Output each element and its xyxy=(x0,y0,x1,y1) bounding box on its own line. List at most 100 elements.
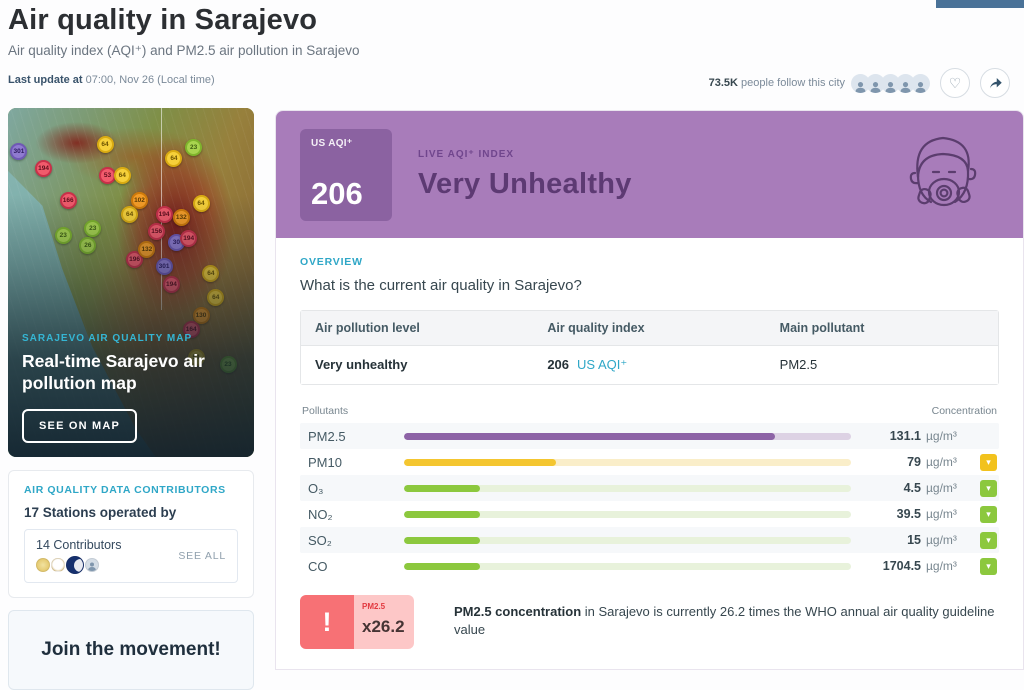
pollutant-rows: PM2.5 131.1 µg/m³ PM10 79 µg/m³ ▾ O₃ 4.5 µg/m³ ▾ NO… xyxy=(300,423,999,579)
concentration-unit: µg/m³ xyxy=(926,507,957,521)
followers-row: 73.5K people follow this city ♡ xyxy=(709,68,1010,98)
join-movement-card: Join the movement! xyxy=(8,610,254,690)
concentration-value: 131.1 xyxy=(889,429,921,443)
overview-question: What is the current air quality in Saraj… xyxy=(300,277,582,294)
last-update-value: 07:00, Nov 26 (Local time) xyxy=(82,74,215,86)
aqi-value-box: US AQI⁺ 206 xyxy=(300,128,392,221)
pollutant-name: PM10 xyxy=(308,454,342,470)
pollutants-section: Pollutants Concentration PM2.5 131.1 µg/m³… xyxy=(300,405,999,579)
concentration-unit: µg/m³ xyxy=(926,429,957,443)
pollutant-name: PM2.5 xyxy=(308,428,346,444)
pollutant-row: NO₂ 39.5 µg/m³ ▾ xyxy=(300,501,999,527)
who-warning-section: ! PM2.5 x26.2 PM2.5 concentration in Sar… xyxy=(300,595,999,649)
person-icon xyxy=(915,81,926,93)
warning-text-bold: PM2.5 concentration xyxy=(454,604,582,619)
person-icon xyxy=(855,81,866,93)
chevron-down-icon: ▾ xyxy=(986,560,991,571)
warning-text: PM2.5 concentration in Sarajevo is curre… xyxy=(454,603,999,639)
badge-placeholder xyxy=(980,428,997,445)
share-button[interactable] xyxy=(980,68,1010,98)
page-header: Air quality in Sarajevo Air quality inde… xyxy=(8,4,360,59)
aqi-level-badge[interactable]: ▾ xyxy=(980,479,997,497)
follower-avatar xyxy=(881,73,900,93)
map-dark-overlay xyxy=(8,108,254,457)
concentration-value: 15 xyxy=(907,533,921,547)
concentration-bar-fill xyxy=(404,484,480,492)
aqi-value: 206 xyxy=(547,357,570,372)
contributor-logo-person xyxy=(85,558,99,572)
aqi-box-value: 206 xyxy=(311,175,363,211)
chevron-down-icon: ▾ xyxy=(986,534,991,545)
concentration-bar-track xyxy=(404,432,851,440)
air-quality-index-cell: 206 US AQI⁺ xyxy=(533,346,765,384)
see-all-link[interactable]: SEE ALL xyxy=(178,550,226,562)
pollutant-name: CO xyxy=(308,558,328,574)
follower-avatar xyxy=(851,73,870,93)
contributor-logos xyxy=(36,556,121,574)
air-quality-map-card[interactable]: 3011941666453642323261026419613264231941… xyxy=(8,108,254,457)
followers-label: people follow this city xyxy=(738,77,845,89)
concentration-label: Concentration xyxy=(931,405,997,417)
table-header-cell: Air quality index xyxy=(547,321,645,335)
contributors-count: 14 Contributors xyxy=(36,538,122,552)
us-aqi-link[interactable]: US AQI⁺ xyxy=(577,357,628,372)
concentration-bar-fill xyxy=(404,536,480,544)
top-nav-fragment xyxy=(936,0,1024,8)
aqi-level-badge[interactable]: ▾ xyxy=(980,531,997,549)
page-subtitle: Air quality index (AQI⁺) and PM2.5 air p… xyxy=(8,43,360,58)
pollutant-name: O₃ xyxy=(308,480,324,496)
concentration-bar-track xyxy=(404,510,851,518)
person-icon xyxy=(900,81,911,93)
live-aqi-label: LIVE AQI⁺ INDEX xyxy=(418,148,515,160)
concentration-bar-track xyxy=(404,484,851,492)
aqi-level-badge[interactable]: ▾ xyxy=(980,557,997,575)
contributors-kicker: AIR QUALITY DATA CONTRIBUTORS xyxy=(24,484,226,496)
table-header-cell: Air pollution level xyxy=(315,321,420,335)
gas-mask-face-icon xyxy=(909,136,977,207)
main-pollutant-cell: PM2.5 xyxy=(779,357,818,372)
page-title: Air quality in Sarajevo xyxy=(8,4,318,36)
table-header-row: Air pollution level Air quality index Main… xyxy=(301,311,998,346)
exclamation-icon: ! xyxy=(300,595,354,649)
aqi-level-badge[interactable]: ▾ xyxy=(980,505,997,523)
badge-multiplier-value: x26.2 xyxy=(362,617,405,636)
chevron-down-icon: ▾ xyxy=(986,482,991,493)
person-icon xyxy=(870,81,881,93)
contributors-box: 14 Contributors SEE ALL xyxy=(24,529,238,583)
left-sidebar: 3011941666453642323261026419613264231941… xyxy=(8,108,254,690)
pollutant-row: SO₂ 15 µg/m³ ▾ xyxy=(300,527,999,553)
pollutant-row: PM10 79 µg/m³ ▾ xyxy=(300,449,999,475)
main-content-card: US AQI⁺ 206 LIVE AQI⁺ INDEX Very Unhealt… xyxy=(275,110,1024,670)
map-text-overlay: SARAJEVO AIR QUALITY MAP Real-time Saraj… xyxy=(22,333,242,443)
follower-avatar xyxy=(896,73,915,93)
aqi-level-badge[interactable]: ▾ xyxy=(980,453,997,471)
pm25-multiplier-badge: ! PM2.5 x26.2 xyxy=(300,595,414,649)
concentration-unit: µg/m³ xyxy=(926,455,957,469)
contributor-logo-emblem xyxy=(51,558,65,572)
chevron-down-icon: ▾ xyxy=(986,456,991,467)
pollutant-row: CO 1704.5 µg/m³ ▾ xyxy=(300,553,999,579)
person-icon xyxy=(885,81,896,93)
aqi-box-label: US AQI⁺ xyxy=(311,137,353,149)
last-update: Last update at 07:00, Nov 26 (Local time… xyxy=(8,74,215,86)
last-update-label: Last update at xyxy=(8,74,83,86)
pollutant-name: SO₂ xyxy=(308,532,332,548)
concentration-bar-track xyxy=(404,562,851,570)
follower-avatar xyxy=(911,73,930,93)
pollution-level-cell: Very unhealthy xyxy=(315,357,408,372)
contributor-logo-star xyxy=(36,558,50,572)
concentration-bar-fill xyxy=(404,432,775,440)
see-on-map-button[interactable]: SEE ON MAP xyxy=(22,409,138,443)
favorite-button[interactable]: ♡ xyxy=(940,68,970,98)
contributors-card: AIR QUALITY DATA CONTRIBUTORS 17 Station… xyxy=(8,470,254,598)
pollutants-header: Pollutants Concentration xyxy=(300,405,999,423)
person-icon xyxy=(88,562,96,571)
pollutant-row: O₃ 4.5 µg/m³ ▾ xyxy=(300,475,999,501)
concentration-value: 39.5 xyxy=(896,507,921,521)
share-icon xyxy=(989,78,1002,89)
stations-text: 17 Stations operated by xyxy=(24,505,177,520)
badge-pollutant-label: PM2.5 xyxy=(362,602,386,611)
aqi-banner: US AQI⁺ 206 LIVE AQI⁺ INDEX Very Unhealt… xyxy=(276,111,1023,238)
overview-kicker: OVERVIEW xyxy=(300,256,363,268)
contributor-logo-crescent xyxy=(66,556,84,574)
